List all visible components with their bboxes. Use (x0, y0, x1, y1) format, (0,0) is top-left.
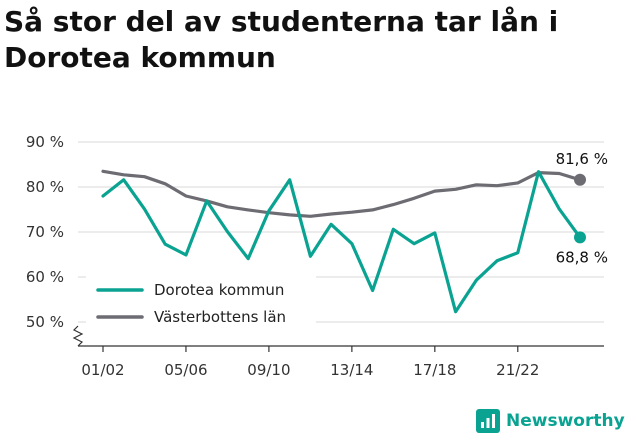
brand-name: Newsworthy (506, 411, 625, 431)
x-tick-label: 09/10 (247, 361, 290, 379)
bar-chart-icon (476, 409, 500, 433)
x-tick-label: 17/18 (413, 361, 456, 379)
axis-break-icon (72, 325, 84, 347)
legend: Dorotea kommun Västerbottens län (86, 270, 316, 332)
x-tick-label: 13/14 (330, 361, 373, 379)
y-tick-label: 70 % (26, 223, 64, 241)
y-tick-label: 60 % (26, 268, 64, 286)
y-tick-label: 90 % (26, 133, 64, 151)
end-point-vasterbotten (574, 173, 586, 186)
series-line-vasterbotten (101, 169, 582, 218)
newsworthy-logo[interactable]: Newsworthy (476, 407, 625, 435)
y-axis-tick-labels: 50 % 60 % 70 % 80 % 90 % (26, 133, 64, 331)
x-tick-label: 01/02 (81, 361, 124, 379)
legend-label-dorotea: Dorotea kommun (154, 281, 284, 299)
x-axis: 01/02 05/06 09/10 13/14 17/18 21/22 (78, 345, 604, 379)
end-points (574, 173, 586, 244)
axis-break-zigzag (72, 325, 84, 347)
series-line-dorotea (101, 170, 582, 314)
x-tick-label: 05/06 (164, 361, 207, 379)
chart-title: Så stor del av studenterna tar lån i Dor… (4, 5, 559, 74)
series-lines (101, 169, 582, 314)
y-tick-label: 50 % (26, 313, 64, 331)
legend-label-vasterbotten: Västerbottens län (154, 308, 286, 326)
line-chart: 50 % 60 % 70 % 80 % 90 % 01/02 05/06 09/10 13/1… (26, 133, 608, 379)
end-label-dorotea: 68,8 % (556, 248, 608, 266)
legend-background (86, 270, 316, 332)
x-tick-label: 21/22 (496, 361, 539, 379)
end-labels: 81,6 % 68,8 % (556, 150, 608, 267)
end-point-dorotea (574, 231, 586, 244)
end-label-vasterbotten: 81,6 % (556, 150, 608, 168)
y-tick-label: 80 % (26, 178, 64, 196)
